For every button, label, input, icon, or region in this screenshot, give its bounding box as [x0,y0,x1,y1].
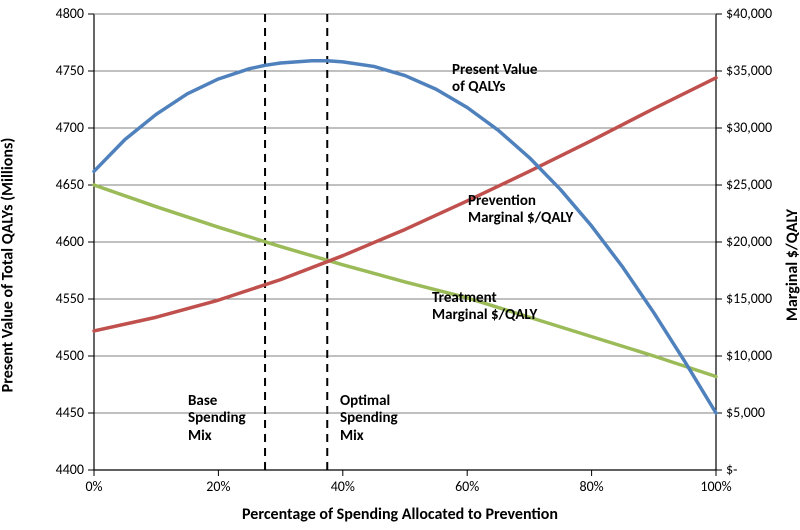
annotation-base-label: BaseSpendingMix [188,393,246,445]
y-right-tick-label: $35,000 [726,62,772,79]
y-left-tick-label: 4700 [56,119,84,136]
x-tick-label: 100% [696,478,736,495]
y-right-tick-label: $- [726,461,737,478]
x-tick-label: 80% [572,478,612,495]
y-right-tick-label: $30,000 [726,119,772,136]
y-right-axis-title: Marginal $/QALY [783,209,800,321]
y-left-tick-label: 4450 [56,404,84,421]
qalys-marginal-cost-chart: Present Value of Total QALYs (Millions) … [0,0,800,530]
y-left-axis-title: Present Value of Total QALYs (Millions) [0,138,18,393]
y-left-tick-label: 4600 [56,233,84,250]
plot-canvas [0,0,800,530]
y-right-tick-label: $25,000 [726,176,772,193]
y-right-tick-label: $40,000 [726,5,772,22]
x-tick-label: 0% [74,478,114,495]
y-left-tick-label: 4650 [56,176,84,193]
annotation-optimal-label: OptimalSpendingMix [340,393,398,445]
y-right-tick-label: $10,000 [726,347,772,364]
y-right-tick-label: $15,000 [726,290,772,307]
annotation-treatment-label: TreatmentMarginal $/QALY [432,290,537,325]
annotation-prevention-label: PreventionMarginal $/QALY [468,193,573,228]
y-left-tick-label: 4750 [56,62,84,79]
y-left-tick-label: 4500 [56,347,84,364]
x-tick-label: 20% [198,478,238,495]
y-left-tick-label: 4400 [56,461,84,478]
annotation-qalys-label: Present Valueof QALYs [452,62,537,97]
x-tick-label: 60% [447,478,487,495]
x-tick-label: 40% [323,478,363,495]
y-left-tick-label: 4800 [56,5,84,22]
y-left-tick-label: 4550 [56,290,84,307]
y-right-tick-label: $20,000 [726,233,772,250]
x-axis-title: Percentage of Spending Allocated to Prev… [242,505,558,524]
y-right-tick-label: $5,000 [726,404,765,421]
